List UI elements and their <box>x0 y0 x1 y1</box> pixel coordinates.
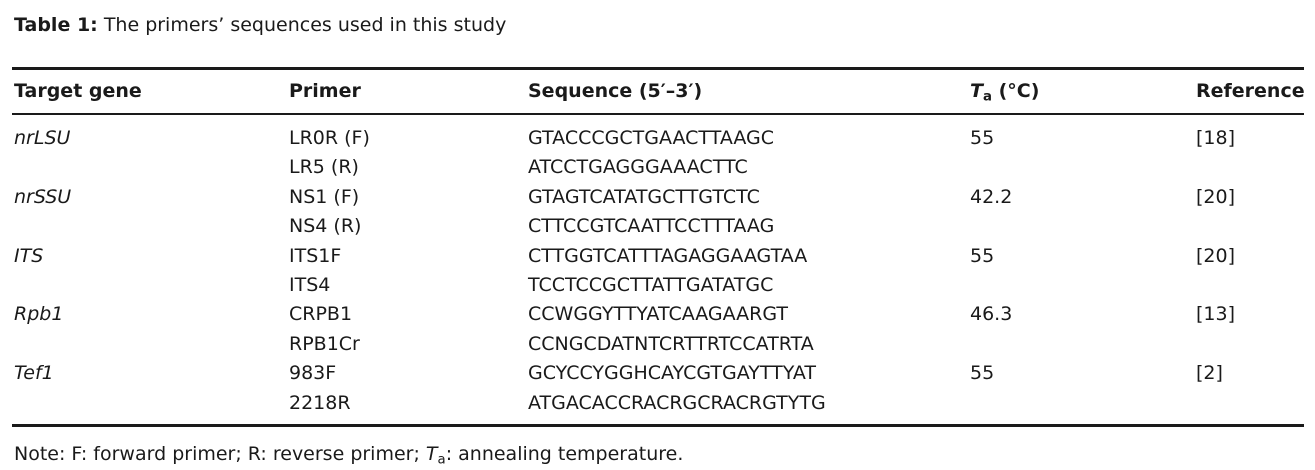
cell-target-gene: Rpb1 <box>14 303 64 325</box>
cell-sequence: CCWGGYTTYATCAAGAARGT <box>528 303 789 325</box>
cell-sequence: CCNGCDATNTCRTTRTCCATRTA <box>528 333 814 355</box>
table-title: The primers’ sequences used in this stud… <box>103 14 507 36</box>
cell-reference: [20] <box>1196 186 1236 208</box>
cell-sequence: TCCTCCGCTTATTGATATGC <box>528 274 774 296</box>
cell-sequence: GTAGTCATATGCTTGTCTC <box>528 186 760 208</box>
cell-annealing-temp: 46.3 <box>970 303 1013 325</box>
cell-primer: 983F <box>289 362 337 384</box>
cell-annealing-temp: 55 <box>970 362 995 384</box>
header-ta-symbol: T <box>970 80 983 102</box>
header-annealing-temp: Ta (°C) <box>970 78 1039 104</box>
cell-primer: CRPB1 <box>289 303 353 325</box>
header-sequence: Sequence (5′–3′) <box>528 80 703 102</box>
cell-primer: ITS1F <box>289 245 342 267</box>
header-target-gene: Target gene <box>14 80 142 102</box>
cell-sequence: ATGACACCRACRGCRACRGTYTG <box>528 392 826 414</box>
cell-target-gene: Tef1 <box>14 362 54 384</box>
cell-annealing-temp: 42.2 <box>970 186 1013 208</box>
cell-annealing-temp: 55 <box>970 127 995 149</box>
cell-sequence: ATCCTGAGGGAAACTTC <box>528 156 748 178</box>
cell-annealing-temp: 55 <box>970 245 995 267</box>
cell-reference: [20] <box>1196 245 1236 267</box>
note-prefix: Note: F: forward primer; R: reverse prim… <box>14 443 426 465</box>
header-reference: Reference <box>1196 80 1305 102</box>
cell-sequence: CTTGGTCATTTAGAGGAAGTAA <box>528 245 808 267</box>
note-ta-symbol: T <box>425 443 438 465</box>
header-ta-subscript: a <box>982 89 992 105</box>
table-caption: Table 1: The primers’ sequences used in … <box>14 12 506 38</box>
note-suffix: : annealing temperature. <box>445 443 684 465</box>
cell-reference: [13] <box>1196 303 1236 325</box>
cell-primer: RPB1Cr <box>289 333 360 355</box>
note-ta-subscript: a <box>437 452 446 468</box>
cell-primer: LR5 (R) <box>289 156 359 178</box>
cell-sequence: CTTCCGTCAATTCCTTTAAG <box>528 215 775 237</box>
header-ta-unit: (°C) <box>998 80 1040 102</box>
cell-primer: ITS4 <box>289 274 331 296</box>
cell-sequence: GTACCCGCTGAACTTAAGC <box>528 127 774 149</box>
cell-target-gene: nrLSU <box>14 127 71 149</box>
cell-sequence: GCYCCYGGHCAYCGTGAYTTYAT <box>528 362 817 384</box>
table-header-rule <box>12 113 1304 115</box>
table-label: Table 1: <box>14 14 98 36</box>
table-note: Note: F: forward primer; R: reverse prim… <box>14 441 683 467</box>
cell-primer: LR0R (F) <box>289 127 370 149</box>
table-top-rule <box>12 67 1304 70</box>
cell-primer: 2218R <box>289 392 351 414</box>
cell-target-gene: nrSSU <box>14 186 72 208</box>
header-primer: Primer <box>289 80 361 102</box>
table-bottom-rule <box>12 424 1304 427</box>
cell-reference: [18] <box>1196 127 1236 149</box>
cell-primer: NS1 (F) <box>289 186 360 208</box>
cell-primer: NS4 (R) <box>289 215 362 237</box>
cell-target-gene: ITS <box>14 245 44 267</box>
cell-reference: [2] <box>1196 362 1223 384</box>
